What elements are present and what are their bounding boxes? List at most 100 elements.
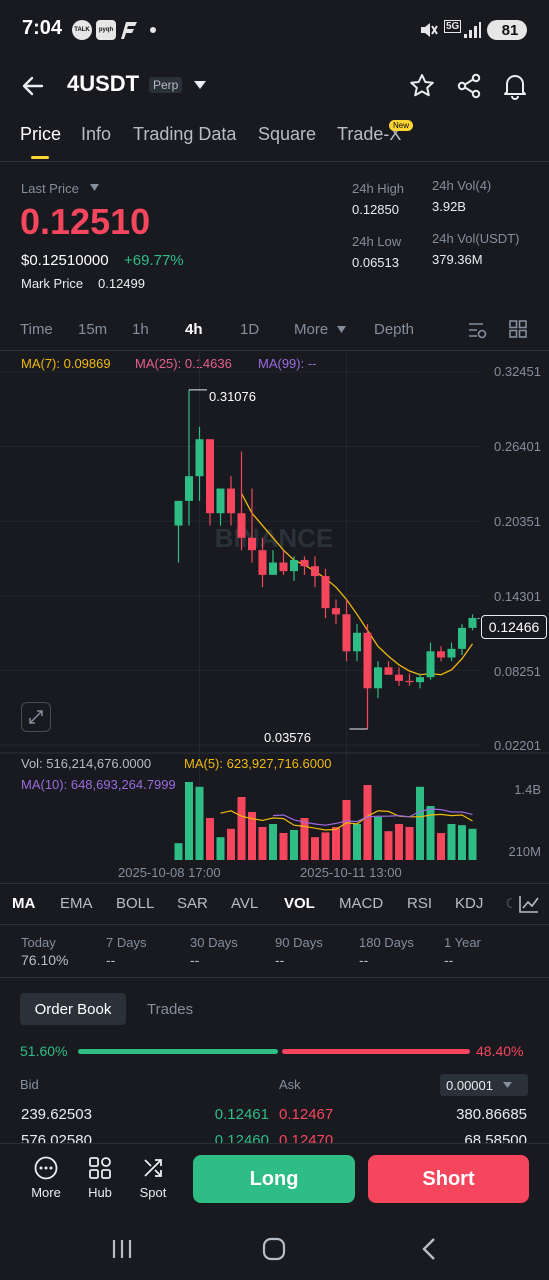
hub-button[interactable]: Hub <box>80 1156 120 1200</box>
timeframe-more[interactable]: More <box>294 321 329 338</box>
vol-ma10-line <box>272 808 473 826</box>
tab-trades[interactable]: Trades <box>147 1001 194 1018</box>
volume-bar <box>279 833 288 860</box>
timeframe-depth[interactable]: Depth <box>374 321 415 338</box>
vol-ma5-legend: MA(5): 623,927,716.6000 <box>184 756 332 771</box>
indicator-kdj[interactable]: KDJ <box>455 895 484 912</box>
indicator-macd[interactable]: MACD <box>339 895 384 912</box>
precision-selector[interactable]: 0.00001 <box>440 1074 528 1096</box>
ask-quantity[interactable]: 68.58500 <box>464 1132 527 1144</box>
indicator-avl[interactable]: AVL <box>231 895 259 912</box>
arrow-left-icon[interactable] <box>20 74 46 98</box>
recents-icon[interactable] <box>110 1238 134 1260</box>
price-axis-label: 0.08251 <box>494 664 541 679</box>
bid-price[interactable]: 0.12461 <box>214 1106 269 1123</box>
volume-bar <box>258 827 267 860</box>
tab-square[interactable]: Square <box>258 124 317 144</box>
candle-body <box>174 500 183 526</box>
home-icon[interactable] <box>262 1237 286 1261</box>
ma25-legend: MA(25): 0.14636 <box>135 356 232 371</box>
candle-body <box>195 439 204 477</box>
bid-ask-ratio-bar <box>78 1049 470 1054</box>
timeframe-15m[interactable]: 15m <box>78 321 108 338</box>
current-price-tag: 0.12466 <box>481 615 547 639</box>
candle-body <box>426 651 435 678</box>
candlestick-chart[interactable]: BINANCE <box>0 350 549 890</box>
candle-body <box>269 562 277 575</box>
share-icon[interactable] <box>456 73 482 99</box>
indicator-ema[interactable]: EMA <box>60 895 93 912</box>
candle-body <box>321 576 330 609</box>
timeframe-1d[interactable]: 1D <box>240 321 260 338</box>
more-button[interactable]: More <box>26 1156 66 1200</box>
period-today: Today 76.10% <box>21 935 68 968</box>
indicator-vol[interactable]: VOL <box>284 895 315 912</box>
back-icon[interactable] <box>420 1237 438 1261</box>
expand-icon[interactable] <box>21 702 51 732</box>
layout-grid-icon[interactable] <box>509 320 527 338</box>
chart-settings-icon[interactable] <box>518 894 540 914</box>
candle-body <box>374 667 382 689</box>
period-value: -- <box>190 952 200 968</box>
spot-button[interactable]: Spot <box>133 1156 173 1200</box>
header-bar: 4USDT Perp <box>0 60 549 112</box>
caret-down-icon[interactable] <box>337 326 346 333</box>
new-badge: New <box>389 120 414 131</box>
bid-quantity[interactable]: 239.62503 <box>21 1106 92 1123</box>
chart-tools-icon[interactable] <box>467 320 487 340</box>
bid-quantity[interactable]: 576.02580 <box>21 1132 92 1144</box>
min-price-label: 0.03576 <box>264 730 311 745</box>
long-button[interactable]: Long <box>193 1155 355 1203</box>
ask-price[interactable]: 0.12467 <box>279 1106 334 1123</box>
tab-order-book[interactable]: Order Book <box>20 993 126 1025</box>
bid-label: Bid <box>20 1077 39 1092</box>
indicator-boll[interactable]: BOLL <box>116 895 155 912</box>
vol-ma10-legend: MA(10): 648,693,264.7999 <box>21 777 176 792</box>
ask-ratio-fill <box>282 1049 470 1054</box>
high-label: 24h High <box>352 181 405 196</box>
candle-body <box>468 618 477 628</box>
period-label: Today <box>21 935 56 950</box>
last-price-label: Last Price <box>21 181 79 196</box>
ask-price[interactable]: 0.12470 <box>279 1132 334 1144</box>
timeframe-time[interactable]: Time <box>20 321 53 338</box>
timeframe-1h[interactable]: 1h <box>132 321 149 338</box>
period-7d: 7 Days -- <box>106 935 146 968</box>
tab-info[interactable]: Info <box>81 124 112 144</box>
period-label: 7 Days <box>106 935 147 950</box>
timeframe-4h[interactable]: 4h <box>185 321 203 338</box>
divider <box>0 924 549 925</box>
tab-trade-x[interactable]: Trade-X <box>337 124 402 144</box>
divider <box>0 977 549 978</box>
tab-price[interactable]: Price <box>20 124 62 144</box>
star-icon[interactable] <box>409 73 435 99</box>
indicator-rsi[interactable]: RSI <box>407 895 433 912</box>
indicator-ma[interactable]: MA <box>12 895 36 912</box>
ma7-legend: MA(7): 0.09869 <box>21 356 111 371</box>
vol-axis-label: 1.4B <box>514 782 541 797</box>
bid-price[interactable]: 0.12460 <box>214 1132 269 1144</box>
tab-trading-data[interactable]: Trading Data <box>133 124 237 144</box>
symbol-title[interactable]: 4USDT <box>67 71 140 96</box>
caret-down-icon[interactable] <box>193 80 207 90</box>
caret-down-icon[interactable] <box>90 184 99 191</box>
candle-body <box>437 651 445 658</box>
volume-bar <box>311 837 319 860</box>
indicator-more[interactable]: C <box>506 895 517 912</box>
more-label: More <box>31 1185 61 1200</box>
short-button[interactable]: Short <box>368 1155 529 1203</box>
ask-quantity[interactable]: 380.86685 <box>456 1106 527 1123</box>
bell-icon[interactable] <box>502 72 528 100</box>
vol-value: 3.92B <box>432 199 466 214</box>
candle-body <box>363 632 372 689</box>
indicator-sar[interactable]: SAR <box>177 895 208 912</box>
high-value: 0.12850 <box>352 202 399 217</box>
price-axis-label: 0.26401 <box>494 439 541 454</box>
flash-f-icon <box>121 22 137 39</box>
precision-value: 0.00001 <box>446 1077 493 1093</box>
system-nav-bar <box>0 1215 549 1280</box>
divider <box>0 350 549 351</box>
max-price-label: 0.31076 <box>209 389 256 404</box>
volume-bar <box>395 824 403 860</box>
vol-usdt-label: 24h Vol(USDT) <box>432 231 520 246</box>
